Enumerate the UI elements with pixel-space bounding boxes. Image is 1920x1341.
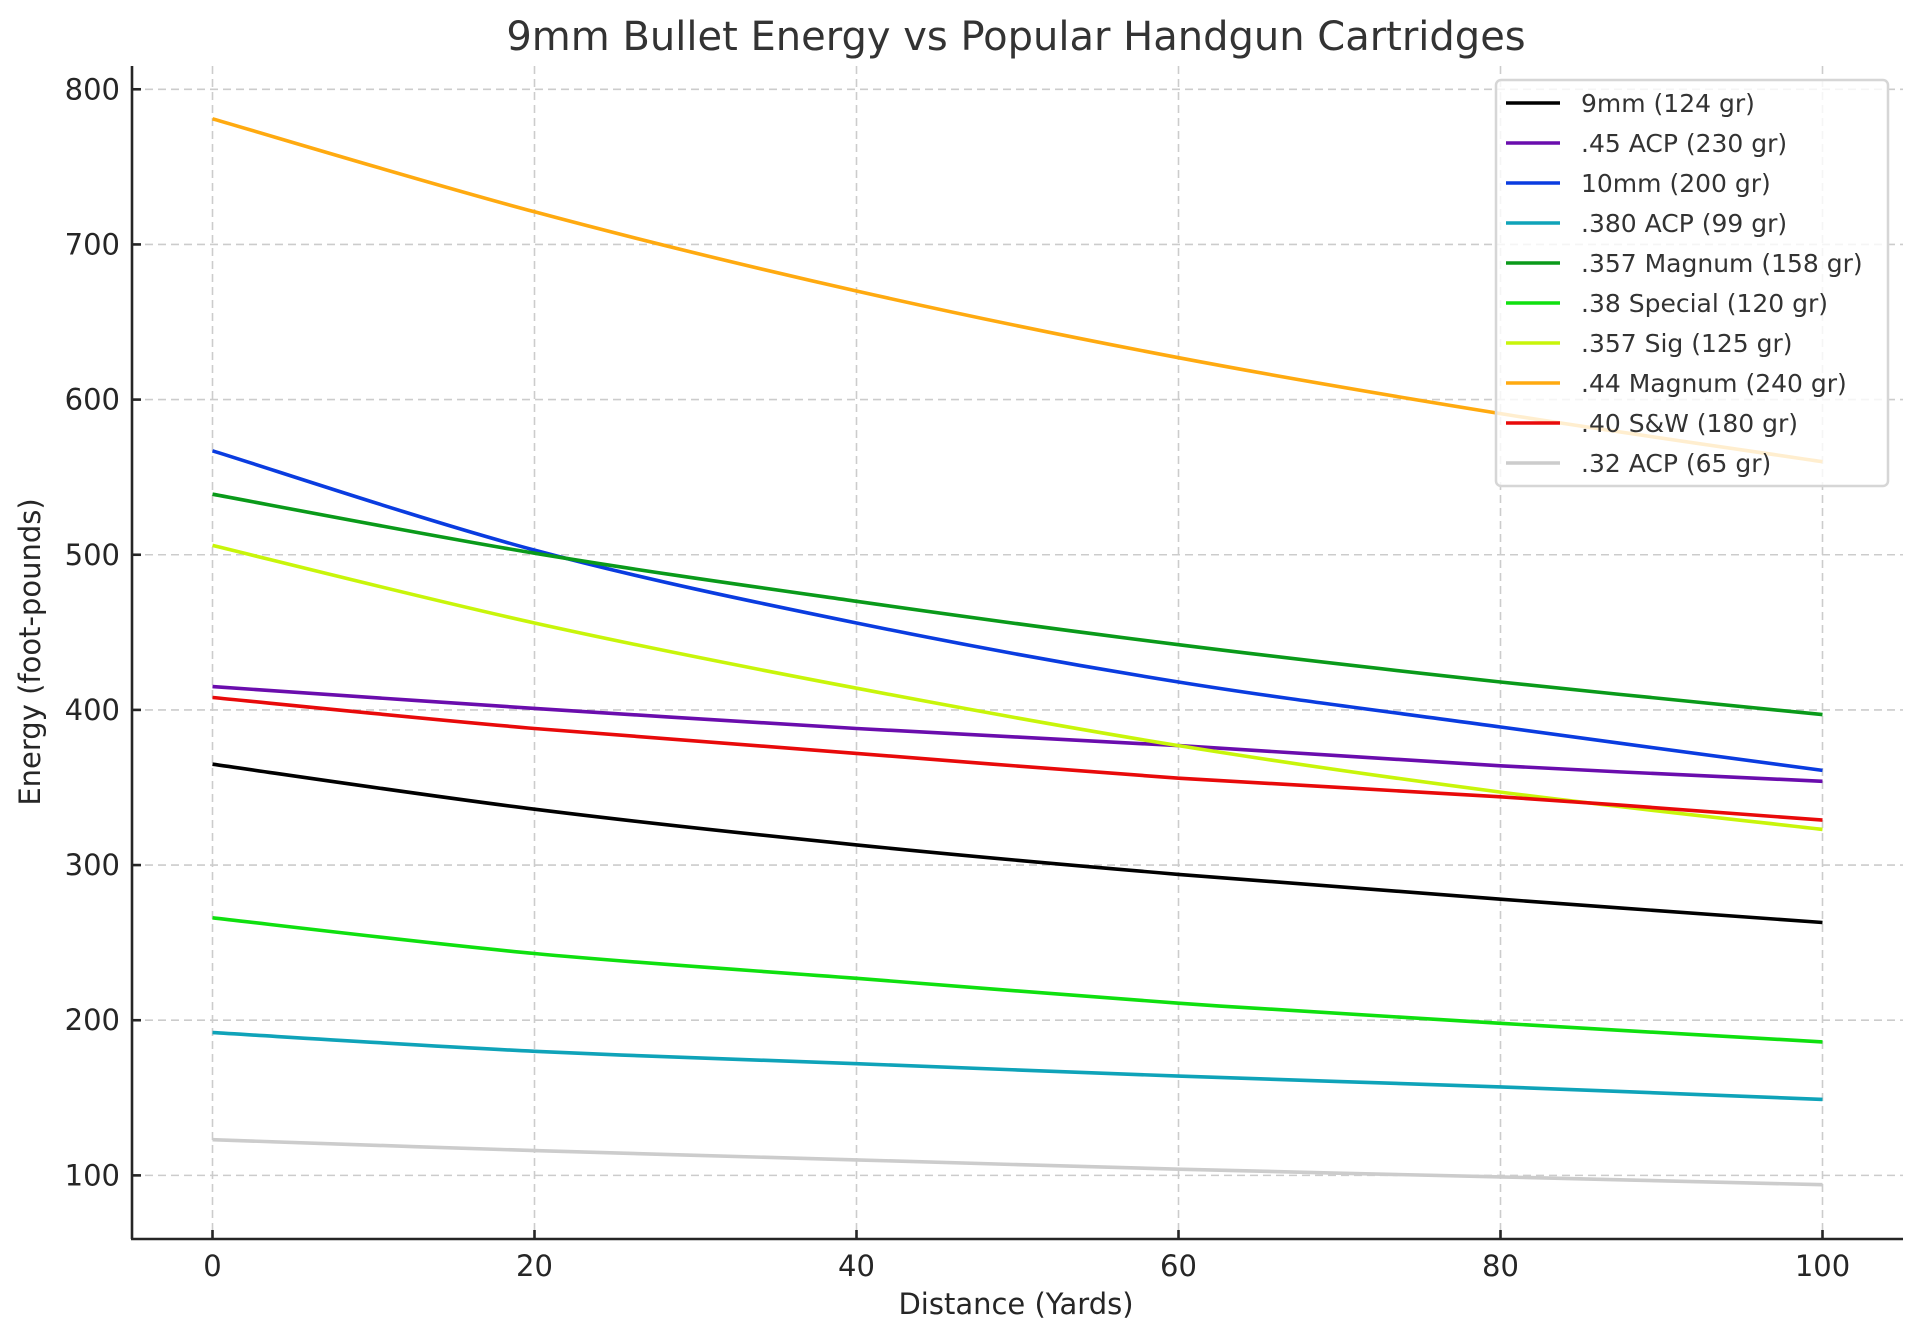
series-line-357-magnum-158-gr [212, 492, 1823, 717]
series-line-45-acp-230-gr [212, 684, 1823, 784]
legend-label: .44 Magnum (240 gr) [1581, 369, 1847, 398]
y-tick-label: 400 [65, 693, 120, 727]
legend-label: .357 Sig (125 gr) [1581, 329, 1793, 358]
x-axis-label: Distance (Yards) [898, 1287, 1133, 1321]
legend: 9mm (124 gr) .45 ACP (230 gr) 10mm (200 gr… [1494, 78, 1890, 488]
legend-label: .38 Special (120 gr) [1581, 289, 1828, 318]
series-line-10mm-200-gr [211, 449, 1823, 773]
y-tick-label: 700 [65, 227, 120, 261]
x-tick-label: 80 [1482, 1249, 1519, 1283]
legend-box [1494, 78, 1890, 488]
x-tick-label: 100 [1795, 1249, 1850, 1283]
y-tick-label: 300 [65, 848, 120, 882]
legend-label: .32 ACP (65 gr) [1581, 449, 1771, 478]
series-line-9mm-124-gr [212, 762, 1823, 925]
plot-lines [211, 117, 1823, 1187]
y-tick-label: 200 [65, 1003, 120, 1037]
series-line-357-sig-125-gr [212, 543, 1823, 832]
chart-title: 9mm Bullet Energy vs Popular Handgun Car… [506, 14, 1525, 60]
series-line-38-special-120-gr [212, 916, 1823, 1044]
legend-label: 10mm (200 gr) [1581, 169, 1771, 198]
series-line-380-acp-99-gr [212, 1030, 1823, 1102]
y-tick-label: 800 [65, 72, 120, 106]
x-tick-label: 40 [838, 1249, 875, 1283]
y-tick-label: 600 [65, 383, 120, 417]
x-tick-label: 0 [203, 1249, 221, 1283]
x-tick-label: 20 [516, 1249, 553, 1283]
y-tick-label: 500 [65, 538, 120, 572]
axes-spines [130, 66, 1903, 1241]
axis-ticks: 0 20 40 60 80 100 100 200 300 400 500 600 700 800 [65, 72, 1851, 1283]
y-axis-label: Energy (foot-pounds) [13, 498, 47, 805]
series-line-40-s-w-180-gr [212, 695, 1823, 822]
legend-label: .380 ACP (99 gr) [1581, 209, 1787, 238]
legend-label: 9mm (124 gr) [1581, 89, 1755, 118]
legend-label: .45 ACP (230 gr) [1581, 129, 1787, 158]
x-tick-label: 60 [1160, 1249, 1197, 1283]
legend-label: .357 Magnum (158 gr) [1581, 249, 1863, 278]
series-line-32-acp-65-gr [212, 1137, 1823, 1187]
y-tick-label: 100 [65, 1158, 120, 1192]
legend-label: .40 S&W (180 gr) [1581, 409, 1798, 438]
